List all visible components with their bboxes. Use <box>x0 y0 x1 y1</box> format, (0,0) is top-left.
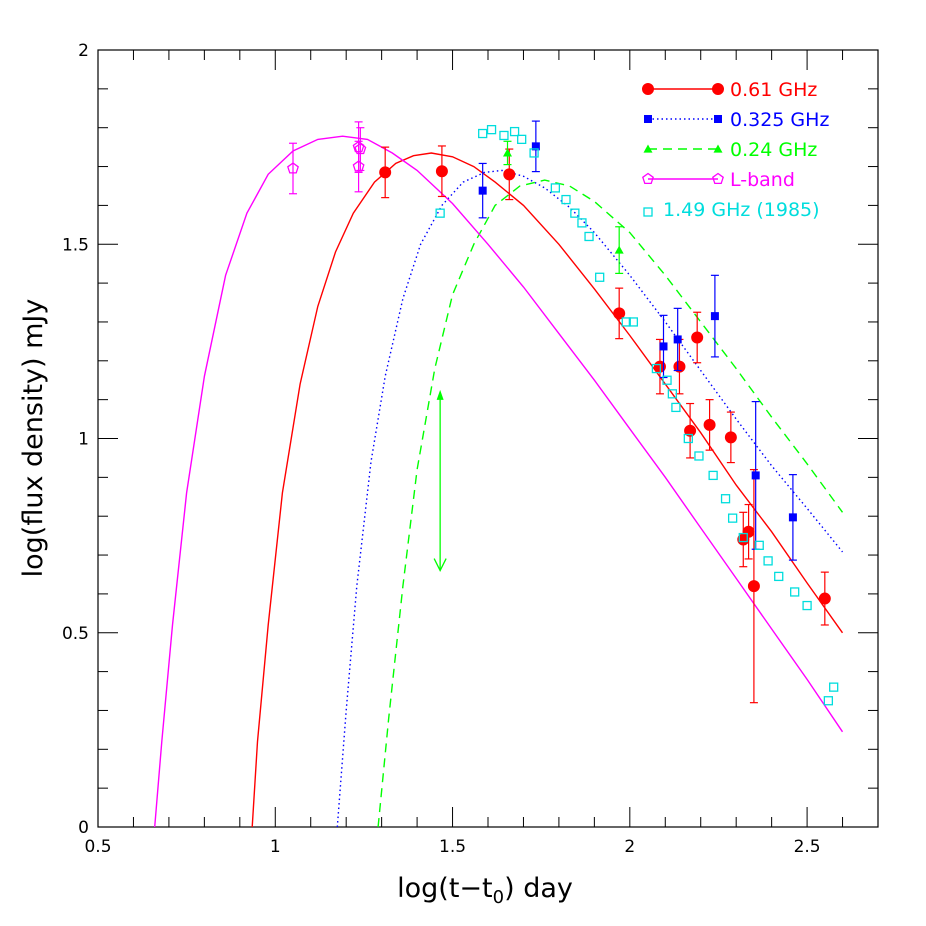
data-point <box>570 208 580 218</box>
upper-limit-arrowhead <box>433 558 447 573</box>
data-point <box>499 130 509 141</box>
x-axis-label: log(t−t0) day <box>397 873 573 908</box>
data-point <box>738 532 748 543</box>
data-point <box>584 231 594 242</box>
data-point <box>684 424 697 437</box>
data-point <box>642 83 654 95</box>
data-point <box>614 245 624 254</box>
data-point <box>818 592 831 605</box>
data-point <box>683 433 693 444</box>
legend-label: 0.325 GHz <box>730 109 829 131</box>
data-point <box>644 115 652 123</box>
data-point <box>714 115 722 123</box>
data-point <box>435 208 445 218</box>
data-point <box>642 172 654 185</box>
tick-labels: 0.5 1 1.5 2 2.500.511.52 <box>62 41 821 857</box>
y-tick-label: 1 <box>78 430 89 450</box>
data-point <box>595 272 605 282</box>
data-point <box>478 128 488 139</box>
data-point <box>673 360 686 373</box>
legend: 0.61 GHz 0.325 GHz 0.24 GHz L-band 1.49 GHz … <box>642 79 829 221</box>
data-point <box>747 580 760 593</box>
data-point <box>643 207 653 217</box>
data-point <box>613 307 626 320</box>
x-tick-label: 0.5 <box>84 837 111 857</box>
data-point <box>712 172 724 185</box>
plot-border <box>97 49 879 828</box>
legend-label: 0.61 GHz <box>730 79 817 101</box>
data-point <box>774 571 784 582</box>
model-curves <box>154 135 844 828</box>
data-point <box>379 166 392 179</box>
data-point <box>703 418 716 431</box>
data-point <box>550 183 561 193</box>
data-point <box>724 431 737 444</box>
data-point <box>667 389 678 399</box>
data-point <box>671 402 681 413</box>
data-point <box>829 682 839 692</box>
data-point <box>712 83 724 95</box>
data-point <box>577 218 587 228</box>
data-point <box>763 556 773 566</box>
model-curve <box>251 152 844 828</box>
y-tick-label: 0.5 <box>62 624 89 644</box>
data-point <box>802 600 812 611</box>
data-point <box>628 317 639 327</box>
data-point <box>509 126 520 137</box>
legend-label: L-band <box>730 169 795 191</box>
data-point <box>708 470 718 481</box>
data-point <box>662 375 672 385</box>
legend-label: 0.24 GHz <box>730 139 817 161</box>
plot-frame <box>97 49 879 828</box>
data-point <box>478 186 487 195</box>
data-point <box>694 451 704 461</box>
data-point <box>352 160 365 172</box>
data-point <box>720 494 731 504</box>
data-point <box>713 144 723 153</box>
y-tick-label: 2 <box>78 41 89 61</box>
data-point <box>788 513 797 522</box>
data-point <box>354 142 367 155</box>
data-point <box>651 363 662 374</box>
y-tick-label: 0 <box>78 818 89 838</box>
data-point <box>503 168 516 181</box>
data-point <box>673 335 682 344</box>
data-point <box>621 317 631 327</box>
model-curve <box>336 169 844 828</box>
y-axis-label: log(flux density) mJy <box>18 299 49 578</box>
y-tick-label: 1.5 <box>62 235 89 255</box>
x-tick-label: 1 <box>270 837 281 857</box>
data-point <box>754 540 764 550</box>
data-point <box>529 148 539 158</box>
model-curve <box>377 179 844 828</box>
x-tick-label: 2 <box>624 837 635 857</box>
data-point <box>517 134 527 145</box>
data-point <box>435 165 448 178</box>
data-point <box>531 142 540 151</box>
data-markers <box>287 120 839 706</box>
upper-limit-marker <box>436 389 444 400</box>
data-point <box>503 148 512 157</box>
data-point <box>486 124 497 135</box>
legend-label: 1.49 GHz (1985) <box>663 199 820 221</box>
data-point <box>287 162 299 174</box>
x-tick-label: 1.5 <box>439 837 466 857</box>
data-point <box>823 696 834 706</box>
data-point <box>710 312 719 321</box>
data-point <box>751 471 760 480</box>
data-point <box>659 342 668 351</box>
data-point <box>727 513 738 523</box>
data-point <box>790 587 800 597</box>
data-point <box>691 331 704 344</box>
axis-ticks <box>97 49 879 828</box>
data-point <box>561 194 571 205</box>
data-point <box>742 525 755 538</box>
model-curve <box>154 135 844 828</box>
x-tick-label: 2.5 <box>794 837 821 857</box>
data-point <box>643 144 653 153</box>
